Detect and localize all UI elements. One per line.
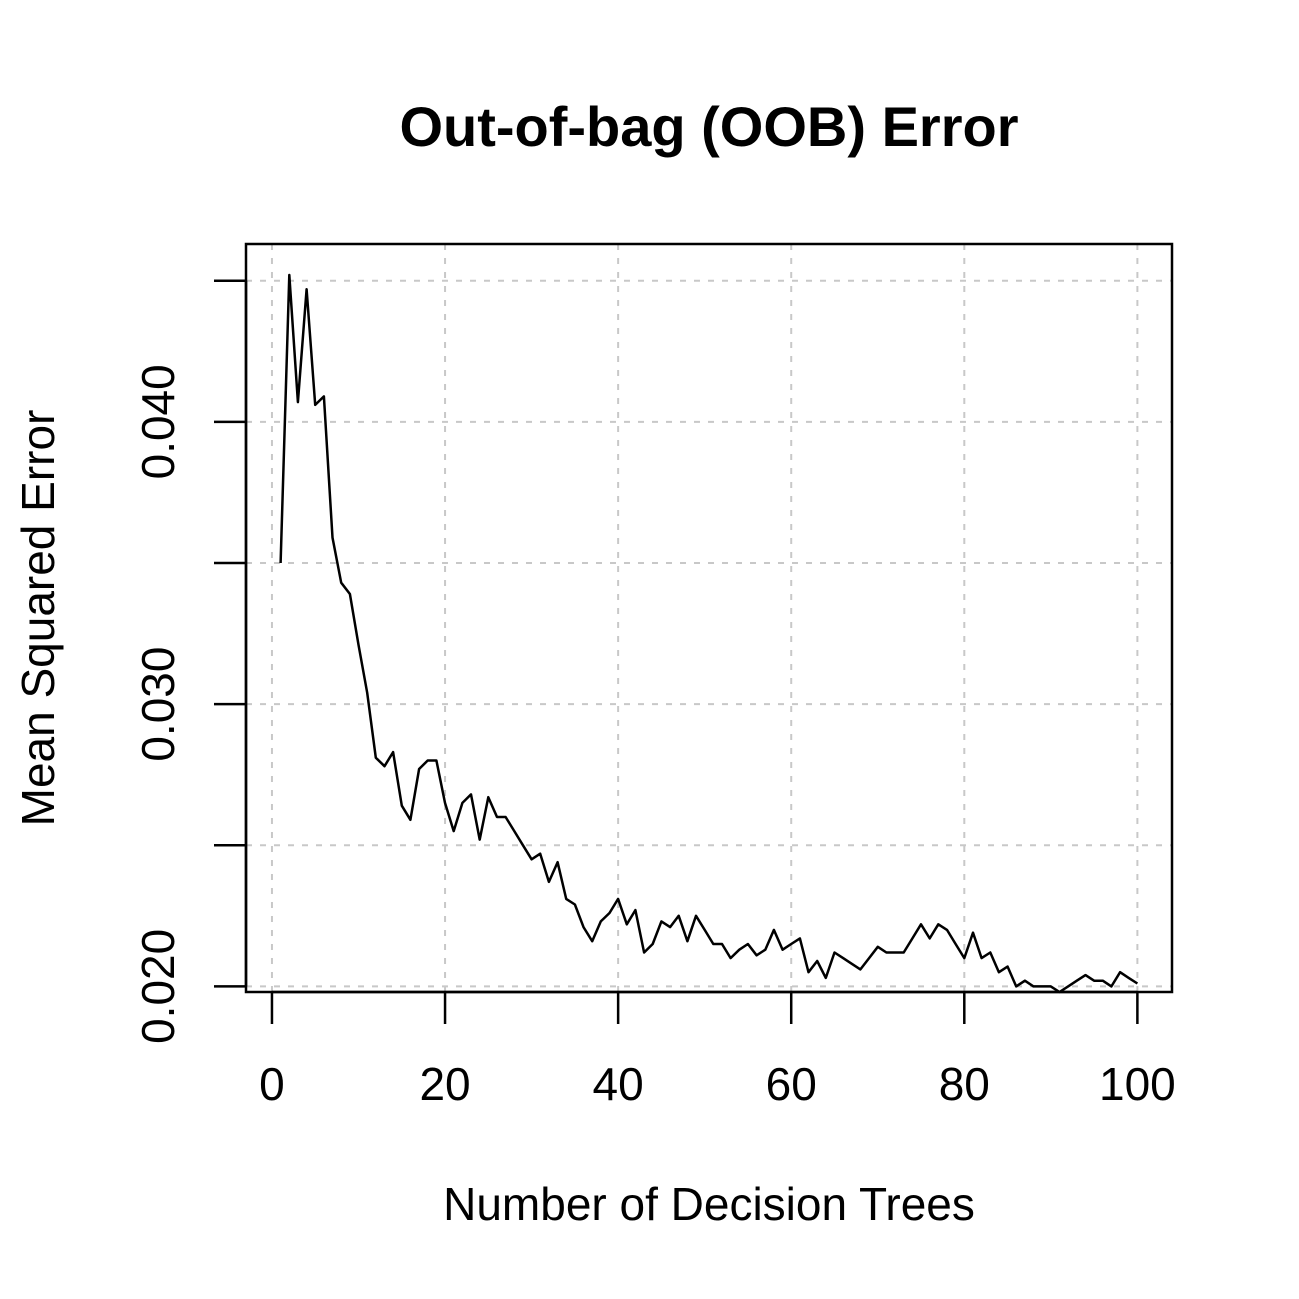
chart-title: Out-of-bag (OOB) Error (399, 95, 1018, 158)
y-tick-label: 0.020 (132, 929, 184, 1044)
x-tick-label: 0 (259, 1058, 285, 1110)
y-axis: 0.020 0.030 0.040 (132, 279, 248, 1044)
grid-lines (246, 244, 1172, 992)
x-tick-label: 40 (593, 1058, 644, 1110)
y-tick-label: 0.040 (132, 364, 184, 479)
y-axis-label: Mean Squared Error (12, 410, 64, 827)
series-layer (279, 273, 1139, 994)
x-tick-label: 20 (419, 1058, 470, 1110)
plot-frame (244, 242, 1174, 994)
x-axis-label: Number of Decision Trees (443, 1178, 975, 1230)
x-tick-label: 80 (939, 1058, 990, 1110)
x-axis: 0 20 40 60 80 100 (259, 990, 1176, 1110)
y-tick-label: 0.030 (132, 647, 184, 762)
x-tick-label: 100 (1099, 1058, 1176, 1110)
series-line (279, 273, 1139, 994)
x-tick-label: 60 (766, 1058, 817, 1110)
